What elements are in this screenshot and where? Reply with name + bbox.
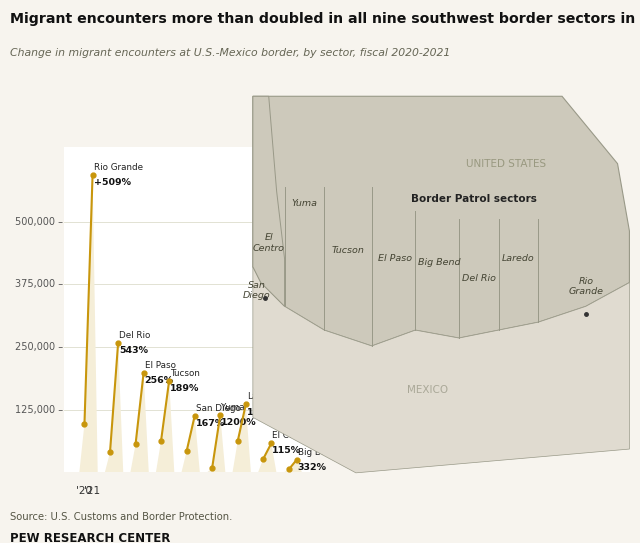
Text: El
Centro: El Centro [253,233,285,252]
Text: 118%: 118% [247,407,276,416]
Text: Del Rio: Del Rio [462,274,496,283]
Text: '20: '20 [76,487,92,496]
Text: Rio
Grande: Rio Grande [568,277,604,296]
Text: 543%: 543% [119,346,148,355]
Polygon shape [232,405,251,472]
Text: El Centro: El Centro [272,431,312,440]
Text: San Diego: San Diego [196,404,241,413]
Text: Del Rio: Del Rio [119,331,150,340]
Polygon shape [258,443,276,472]
Polygon shape [253,96,629,346]
Polygon shape [131,372,148,472]
Text: Laredo: Laredo [502,254,535,263]
Text: 332%: 332% [298,463,327,471]
Text: Laredo: Laredo [247,393,276,401]
Polygon shape [284,459,302,472]
Text: '21: '21 [84,487,100,496]
Polygon shape [156,381,174,472]
Text: Source: U.S. Customs and Border Protection.: Source: U.S. Customs and Border Protecti… [10,512,232,521]
Polygon shape [253,96,285,306]
Text: Tucson: Tucson [332,247,364,255]
Text: Big Bend: Big Bend [418,258,460,267]
Text: El Paso: El Paso [145,361,175,370]
Polygon shape [105,343,124,472]
Text: 256%: 256% [145,376,174,384]
Text: 125,000 –: 125,000 – [15,405,63,415]
Polygon shape [253,267,629,473]
Text: MEXICO: MEXICO [406,384,448,395]
Polygon shape [79,175,98,472]
Text: 1200%: 1200% [221,418,257,427]
Text: PEW RESEARCH CENTER: PEW RESEARCH CENTER [10,532,170,543]
Text: 500,000 –: 500,000 – [15,217,63,227]
Text: 250,000 –: 250,000 – [15,342,63,352]
Text: 167%: 167% [196,419,225,428]
Text: Yuma: Yuma [291,199,317,208]
Text: Migrant encounters more than doubled in all nine southwest border sectors in 202: Migrant encounters more than doubled in … [10,12,640,26]
Text: Rio Grande: Rio Grande [93,163,143,172]
Text: El Paso: El Paso [378,254,413,263]
Polygon shape [207,415,225,472]
Text: +509%: +509% [93,178,131,187]
Text: 375,000 –: 375,000 – [15,280,63,289]
Text: San
Diego: San Diego [243,281,271,300]
Text: 189%: 189% [170,383,200,393]
Text: Change in migrant encounters at U.S.-Mexico border, by sector, fiscal 2020-2021: Change in migrant encounters at U.S.-Mex… [10,48,450,58]
Text: Border Patrol sectors: Border Patrol sectors [412,194,538,204]
Text: 115%: 115% [272,446,301,456]
Text: UNITED STATES: UNITED STATES [467,159,547,169]
Polygon shape [182,416,200,472]
Text: Big Bend: Big Bend [298,447,337,457]
Text: Yuma: Yuma [221,403,245,412]
Text: Tucson: Tucson [170,369,200,377]
